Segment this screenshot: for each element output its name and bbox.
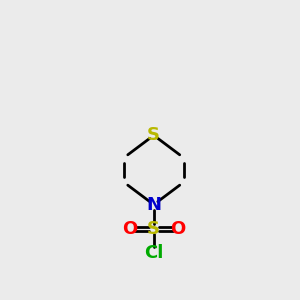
Text: Cl: Cl	[144, 244, 164, 262]
Text: S: S	[147, 220, 160, 238]
Text: N: N	[146, 196, 161, 214]
Text: O: O	[170, 220, 186, 238]
Text: S: S	[147, 126, 160, 144]
Text: O: O	[122, 220, 137, 238]
